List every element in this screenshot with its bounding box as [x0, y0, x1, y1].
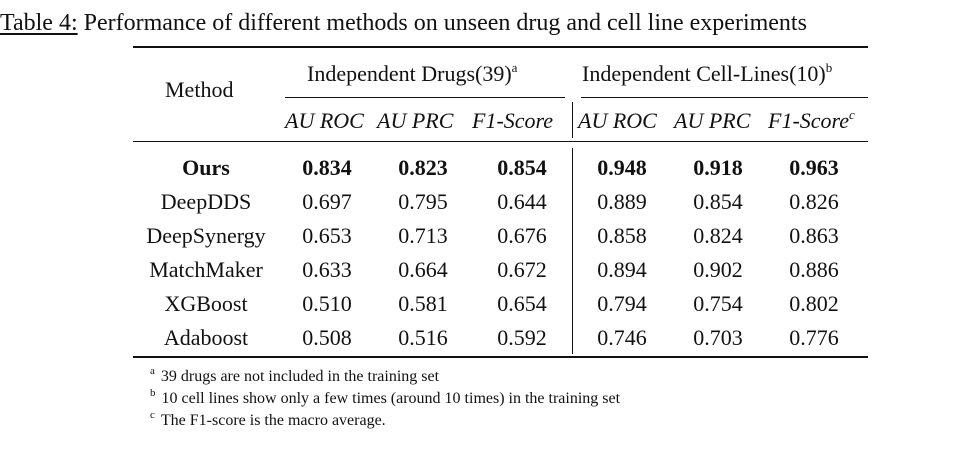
value-cell: 0.948	[597, 155, 647, 180]
metric-header: AU PRC	[377, 108, 454, 133]
method-cell: XGBoost	[164, 291, 248, 316]
method-cell: MatchMaker	[149, 257, 263, 282]
method-cell: DeepDDS	[160, 189, 252, 214]
method-cell: DeepSynergy	[146, 223, 266, 248]
header-rule	[133, 141, 868, 142]
value-cell: 0.581	[398, 291, 448, 316]
column-separator	[572, 102, 573, 138]
value-cell: 0.672	[497, 257, 547, 282]
value-cell: 0.516	[398, 325, 448, 350]
value-cell: 0.886	[789, 257, 839, 282]
caption-text: Performance of different methods on unse…	[83, 10, 807, 36]
metric-header-label: F1-Score	[768, 108, 850, 133]
value-cell: 0.824	[693, 223, 743, 248]
value-cell: 0.633	[302, 257, 352, 282]
group-header-drugs: Independent Drugs(39)a	[307, 61, 517, 87]
footnotes: a 39 drugs are not included in the traini…	[150, 366, 620, 432]
table-caption: Table 4: Performance of different method…	[0, 8, 971, 38]
value-cell: 0.795	[398, 189, 448, 214]
method-cell: Ours	[182, 155, 230, 180]
value-cell: 0.863	[789, 223, 839, 248]
column-separator	[572, 148, 573, 354]
value-cell: 0.746	[597, 325, 647, 350]
group-underline-cell-lines	[581, 97, 868, 98]
value-cell: 0.510	[302, 291, 352, 316]
value-cell: 0.826	[789, 189, 839, 214]
value-cell: 0.854	[497, 155, 547, 180]
value-cell: 0.889	[597, 189, 647, 214]
value-cell: 0.794	[597, 291, 647, 316]
value-cell: 0.834	[302, 155, 352, 180]
group-underline-drugs	[285, 97, 565, 98]
metric-header: F1-Scorec	[768, 108, 855, 134]
top-rule	[133, 46, 868, 48]
method-header: Method	[165, 77, 234, 102]
footnote-mark-b: b	[825, 60, 833, 75]
value-cell: 0.508	[302, 325, 352, 350]
value-cell: 0.918	[693, 155, 743, 180]
metric-header: AU ROC	[285, 108, 364, 133]
footnote: a 39 drugs are not included in the traini…	[150, 365, 440, 386]
value-cell: 0.654	[497, 291, 547, 316]
value-cell: 0.776	[789, 325, 839, 350]
metric-header: AU PRC	[674, 108, 751, 133]
value-cell: 0.713	[398, 223, 448, 248]
footnote-mark-c: c	[849, 107, 855, 122]
value-cell: 0.754	[693, 291, 743, 316]
footnote: c The F1-score is the macro average.	[150, 409, 386, 430]
value-cell: 0.858	[597, 223, 647, 248]
method-cell: Adaboost	[163, 325, 249, 350]
footnote-mark-a: a	[511, 60, 518, 75]
value-cell: 0.653	[302, 223, 352, 248]
metric-header: AU ROC	[578, 108, 657, 133]
value-cell: 0.894	[597, 257, 647, 282]
group-header-drugs-label: Independent Drugs(39)	[307, 61, 512, 86]
bottom-rule	[133, 356, 868, 358]
group-header-cell-lines: Independent Cell-Lines(10)b	[582, 61, 832, 87]
value-cell: 0.592	[497, 325, 547, 350]
value-cell: 0.802	[789, 291, 839, 316]
value-cell: 0.823	[398, 155, 448, 180]
value-cell: 0.902	[693, 257, 743, 282]
metric-header: F1-Score	[472, 108, 554, 133]
footnote: b 10 cell lines show only a few times (ar…	[150, 387, 621, 408]
value-cell: 0.854	[693, 189, 743, 214]
value-cell: 0.644	[497, 189, 547, 214]
table-label: Table 4:	[0, 10, 78, 36]
value-cell: 0.664	[398, 257, 448, 282]
value-cell: 0.676	[497, 223, 547, 248]
value-cell: 0.703	[693, 325, 743, 350]
value-cell: 0.963	[789, 155, 839, 180]
group-header-cell-lines-label: Independent Cell-Lines(10)	[582, 61, 826, 86]
value-cell: 0.697	[302, 189, 352, 214]
